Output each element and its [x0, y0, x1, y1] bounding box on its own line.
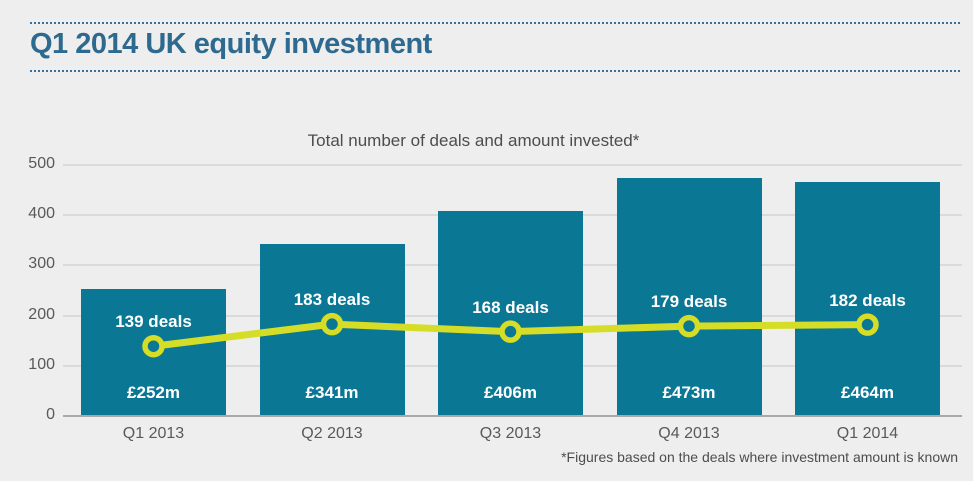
x-axis-label: Q1 2014	[836, 425, 899, 442]
deals-count-label: 179 deals	[650, 292, 728, 312]
deals-count-label: 182 deals	[829, 290, 906, 310]
bar-value-label: £252m	[127, 383, 180, 402]
deals-line-layer	[142, 312, 879, 358]
x-axis-label: Q4 2013	[658, 425, 720, 442]
deals-marker	[677, 314, 701, 338]
y-axis-label: 100	[28, 355, 55, 373]
bar-value-label: £406m	[484, 383, 537, 402]
title-rule-top	[30, 22, 960, 24]
y-axis-label: 400	[28, 205, 55, 223]
gridline	[63, 164, 962, 166]
bar-value-label: £341m	[305, 383, 359, 402]
y-axis-label: 0	[46, 406, 55, 424]
chart-title: Total number of deals and amount investe…	[307, 131, 640, 150]
deals-count-label: 139 deals	[115, 312, 192, 332]
footnote: *Figures based on the deals where invest…	[561, 449, 958, 465]
deals-marker	[856, 313, 879, 336]
bar-q3-2013: £406m	[438, 211, 583, 415]
y-axis-label: 200	[28, 305, 55, 323]
x-axis-label: Q2 2013	[301, 425, 363, 442]
deals-marker	[142, 334, 165, 358]
deals-marker	[499, 320, 522, 343]
deals-count-label: 168 deals	[472, 297, 549, 317]
plot-area: 0 100 200 300 400 500 £252m Q1 2013 £341m Q2 2013…	[28, 155, 962, 442]
deals-count-label: 183 deals	[293, 290, 371, 310]
x-axis-label: Q1 2013	[122, 425, 185, 442]
page-title: Q1 2014 UK equity investment	[30, 28, 432, 60]
bar-q1-2014: £464m	[795, 182, 940, 415]
y-axis-label: 500	[28, 155, 55, 173]
bar-value-label: £464m	[841, 383, 894, 402]
y-axis-label: 300	[28, 255, 55, 273]
title-rule-bottom	[30, 70, 960, 72]
bar-q4-2013: £473m	[616, 177, 762, 415]
deals-marker	[320, 312, 344, 336]
x-axis-label: Q3 2013	[479, 425, 542, 442]
bar-value-label: £473m	[662, 383, 716, 402]
x-axis-line	[63, 415, 962, 417]
